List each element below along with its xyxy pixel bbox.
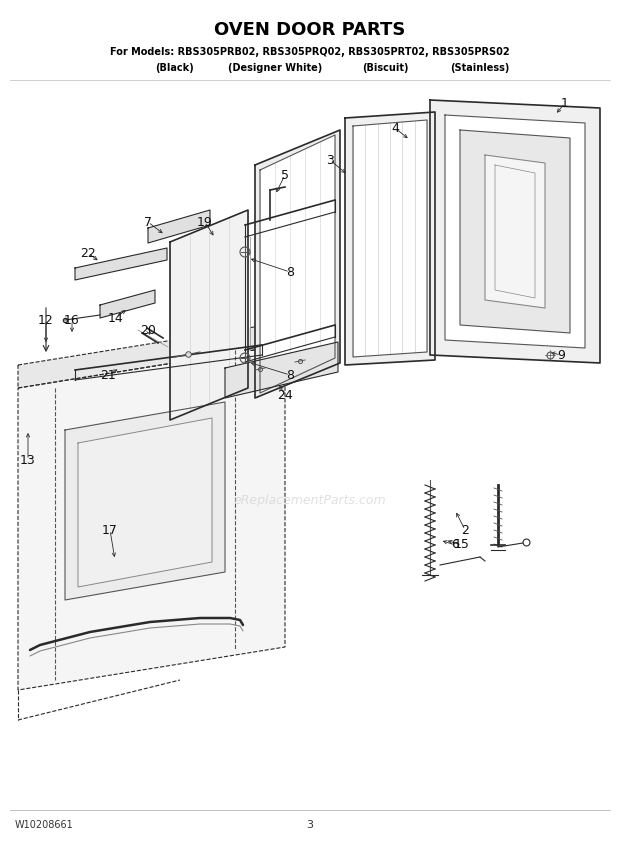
Text: 17: 17 — [102, 524, 118, 537]
Text: 8: 8 — [286, 265, 294, 278]
Text: 8: 8 — [286, 368, 294, 382]
Text: For Models: RBS305PRB02, RBS305PRQ02, RBS305PRT02, RBS305PRS02: For Models: RBS305PRB02, RBS305PRQ02, RB… — [110, 47, 510, 57]
Text: 3: 3 — [326, 153, 334, 167]
Polygon shape — [260, 135, 335, 393]
Text: eReplacementParts.com: eReplacementParts.com — [234, 494, 386, 507]
Text: 2: 2 — [461, 524, 469, 537]
Text: (Biscuit): (Biscuit) — [361, 63, 408, 73]
Text: 12: 12 — [38, 313, 54, 326]
Polygon shape — [78, 418, 212, 587]
Text: 21: 21 — [100, 368, 116, 382]
Text: 13: 13 — [20, 454, 36, 467]
Polygon shape — [430, 100, 600, 363]
Text: (Designer White): (Designer White) — [228, 63, 322, 73]
Text: 20: 20 — [140, 324, 156, 336]
Polygon shape — [345, 112, 435, 365]
Polygon shape — [255, 130, 340, 398]
Polygon shape — [485, 155, 545, 308]
Polygon shape — [18, 322, 285, 388]
Text: 14: 14 — [108, 312, 124, 324]
Text: 19: 19 — [197, 216, 213, 229]
Polygon shape — [225, 342, 338, 398]
Text: 6: 6 — [451, 538, 459, 551]
Text: 22: 22 — [80, 247, 96, 259]
Polygon shape — [460, 130, 570, 333]
Text: (Black): (Black) — [156, 63, 195, 73]
Polygon shape — [170, 210, 248, 420]
Polygon shape — [100, 290, 155, 318]
Text: 16: 16 — [64, 313, 80, 326]
Polygon shape — [18, 345, 285, 690]
Text: 1: 1 — [561, 97, 569, 110]
Polygon shape — [75, 248, 167, 280]
Text: 4: 4 — [391, 122, 399, 134]
Text: OVEN DOOR PARTS: OVEN DOOR PARTS — [215, 21, 405, 39]
Polygon shape — [148, 210, 210, 243]
Polygon shape — [65, 402, 225, 600]
Text: 5: 5 — [281, 169, 289, 181]
Text: 15: 15 — [454, 538, 470, 551]
Text: 9: 9 — [557, 348, 565, 361]
Text: 3: 3 — [306, 820, 314, 830]
Polygon shape — [353, 120, 427, 357]
Polygon shape — [445, 115, 585, 348]
Text: W10208661: W10208661 — [15, 820, 74, 830]
Text: (Stainless): (Stainless) — [450, 63, 510, 73]
Text: 7: 7 — [144, 216, 152, 229]
Text: 24: 24 — [277, 389, 293, 401]
